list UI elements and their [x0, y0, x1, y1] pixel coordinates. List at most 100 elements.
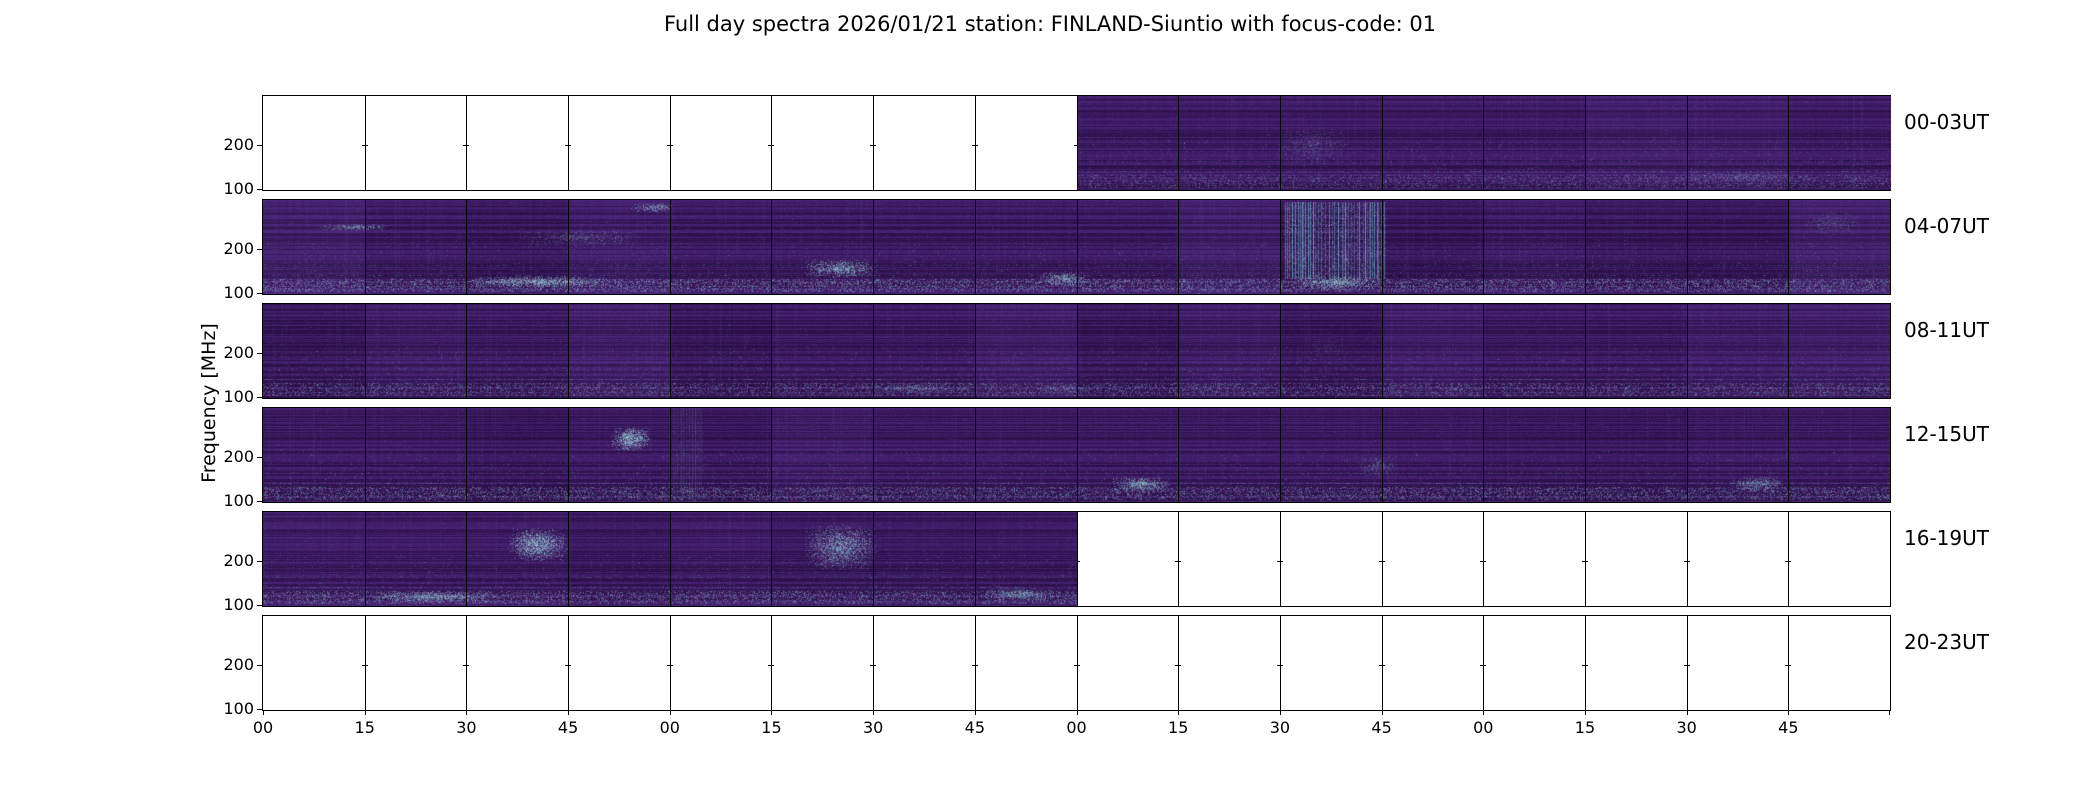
segment-separator: [1077, 200, 1078, 294]
segment-separator: [975, 96, 976, 190]
y-tick-mark-100: [257, 293, 262, 294]
y-tick-mark-100: [257, 397, 262, 398]
segment-separator: [1687, 200, 1688, 294]
segment-separator: [1788, 512, 1789, 606]
segment-separator: [873, 616, 874, 710]
segment-separator: [975, 200, 976, 294]
x-tick-label: 45: [1371, 718, 1392, 737]
segment-separator: [771, 200, 772, 294]
empty-panel-tick: [361, 665, 368, 666]
segment-separator: [1077, 96, 1078, 190]
empty-panel-tick: [666, 145, 673, 146]
x-tick-mark: [1788, 710, 1789, 715]
empty-panel-tick: [1378, 561, 1385, 562]
segment-separator: [365, 408, 366, 502]
spectra-row-20-23UT: 200 100 20-23UT 00 15 30 45 00 15 30 45 00 15 30 45 00 1…: [223, 615, 1989, 736]
segment-separator: [670, 616, 671, 710]
segment-separator: [568, 408, 569, 502]
segment-separator: [1178, 512, 1179, 606]
segment-separator: [975, 408, 976, 502]
segment-separator: [670, 408, 671, 502]
segment-separator: [1280, 200, 1281, 294]
segment-separator: [365, 616, 366, 710]
segment-separator: [771, 512, 772, 606]
segment-separator: [568, 96, 569, 190]
spectra-row-12-15UT: 200 100 12-15UT: [223, 407, 1989, 509]
segment-separator: [670, 200, 671, 294]
segment-separator: [1280, 616, 1281, 710]
segment-separator: [1382, 512, 1383, 606]
x-tick-mark: [873, 710, 874, 715]
segment-separator: [1687, 304, 1688, 398]
x-tick-label: 00: [659, 718, 680, 737]
segment-separator: [568, 304, 569, 398]
segment-separator: [975, 512, 976, 606]
segment-separator: [568, 200, 569, 294]
segment-separator: [1687, 616, 1688, 710]
y-tick-label-100: 100: [223, 179, 254, 198]
x-tick-label: 30: [1269, 718, 1291, 737]
y-tick-label-100: 100: [223, 387, 254, 406]
x-tick-mark: [1382, 710, 1383, 715]
x-tick-label: 15: [1574, 718, 1596, 737]
segment-separator: [1077, 616, 1078, 710]
segment-separator: [466, 96, 467, 190]
x-tick-label: 30: [456, 718, 477, 737]
segment-separator: [771, 96, 772, 190]
empty-panel-tick: [1276, 665, 1283, 666]
x-tick-label: 00: [1473, 718, 1494, 737]
x-tick-mark: [1077, 710, 1078, 715]
segment-separator: [1280, 512, 1281, 606]
empty-panel-tick: [1581, 665, 1588, 666]
spectra-row-00-03UT: 200 100 00-03UT: [223, 95, 1989, 197]
x-tick-mark: [466, 710, 467, 715]
x-tick-label: 15: [354, 718, 375, 737]
segment-separator: [1483, 96, 1484, 190]
empty-panel-tick: [666, 665, 673, 666]
y-tick-mark-100: [257, 189, 262, 190]
segment-separator: [670, 304, 671, 398]
row-label-00-03UT: 00-03UT: [1904, 110, 1989, 134]
y-tick-mark-100: [257, 605, 262, 606]
segment-separator: [1382, 304, 1383, 398]
segment-separator: [1585, 304, 1586, 398]
segment-separator: [1382, 408, 1383, 502]
segment-separator: [466, 616, 467, 710]
segment-separator: [1687, 408, 1688, 502]
segment-separator: [568, 616, 569, 710]
row-label-12-15UT: 12-15UT: [1904, 422, 1989, 446]
segment-separator: [1077, 304, 1078, 398]
x-tick-label: 15: [761, 718, 782, 737]
x-tick-mark: [1280, 710, 1281, 715]
segment-separator: [1280, 408, 1281, 502]
segment-separator: [1687, 512, 1688, 606]
y-tick-mark-200: [257, 561, 262, 562]
empty-panel-tick: [971, 665, 978, 666]
segment-separator: [1178, 616, 1179, 710]
row-label-16-19UT: 16-19UT: [1904, 526, 1989, 550]
segment-separator: [873, 304, 874, 398]
empty-panel-tick: [971, 145, 978, 146]
empty-panel-tick: [1073, 665, 1080, 666]
x-tick-mark: [975, 710, 976, 715]
y-tick-label-200: 200: [223, 447, 254, 466]
segment-separator: [1788, 616, 1789, 710]
segment-separator: [1483, 616, 1484, 710]
x-tick-mark: [365, 710, 366, 715]
segment-separator: [1788, 200, 1789, 294]
plot-area: 200 100 00-03UT 200 100 04-07UT 200 100 08-11UT 2…: [223, 95, 1989, 736]
spectrogram-08-11UT: [263, 304, 1890, 398]
y-tick-label-200: 200: [223, 343, 254, 362]
empty-panel-tick: [1581, 561, 1588, 562]
spectra-row-04-07UT: 200 100 04-07UT: [223, 199, 1989, 301]
y-tick-label-100: 100: [223, 699, 254, 718]
segment-separator: [670, 512, 671, 606]
x-tick-mark: [670, 710, 671, 715]
segment-separator: [365, 200, 366, 294]
x-tick-label: 45: [964, 718, 985, 737]
segment-separator: [1382, 200, 1383, 294]
segment-separator: [1178, 408, 1179, 502]
segment-separator: [466, 200, 467, 294]
x-tick-label: 00: [1066, 718, 1087, 737]
empty-panel-tick: [1276, 561, 1283, 562]
